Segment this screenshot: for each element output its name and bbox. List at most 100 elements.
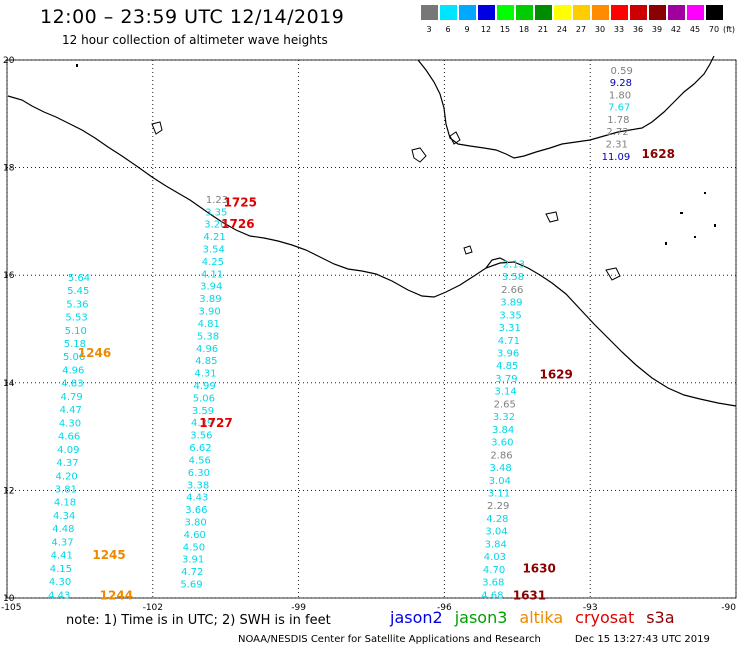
coastline-yucatan	[417, 55, 715, 159]
wave-height-value: 5.69	[180, 580, 202, 591]
lat-tick-label: 12	[3, 486, 14, 496]
legend-label: 6	[445, 25, 451, 34]
wave-height-value: 4.79	[60, 392, 82, 403]
legend-swatch	[687, 5, 704, 20]
wave-height-value: 4.28	[486, 514, 508, 525]
wave-height-value: 3.58	[502, 272, 524, 283]
satellite-altika: altika	[519, 608, 564, 627]
legend-swatch	[535, 5, 552, 20]
small-islets	[76, 64, 716, 245]
lat-tick-label: 10	[3, 594, 15, 604]
wave-height-value: 4.03	[484, 552, 506, 563]
wave-height-value: 3.68	[482, 578, 504, 589]
pass-time-label: 1727	[199, 416, 232, 430]
wave-height-value: 5.10	[65, 326, 87, 337]
island-shape	[463, 245, 473, 255]
wave-height-value: 3.20	[204, 220, 226, 231]
legend-swatch	[421, 5, 438, 20]
wave-height-value: 2.66	[501, 285, 523, 296]
wave-height-value: 2.31	[606, 140, 628, 151]
gulf-fonseca-inlet	[485, 257, 509, 269]
wave-height-value: 4.31	[194, 369, 216, 380]
lat-lon-grid	[6, 59, 737, 599]
wave-height-value: 4.47	[60, 405, 82, 416]
wave-height-value: 3.80	[184, 518, 206, 529]
wave-height-value: 3.79	[495, 374, 517, 385]
legend-label: 3	[426, 25, 432, 34]
lon-tick-label: -93	[583, 603, 598, 613]
legend-swatch	[478, 5, 495, 20]
islet	[665, 242, 667, 245]
wave-height-value: 3.94	[200, 282, 222, 293]
legend-label: 45	[689, 25, 701, 34]
wave-height-value: 5.53	[65, 313, 87, 324]
wave-height-value: 3.84	[492, 425, 514, 436]
lon-tick-label: -96	[437, 603, 452, 613]
islet	[704, 192, 706, 194]
wave-height-value: 4.43	[48, 590, 70, 601]
wave-height-value: 6.62	[189, 443, 211, 454]
wave-height-value: 3.04	[485, 527, 507, 538]
wave-height-value: 3.38	[187, 480, 209, 491]
wave-height-value: 3.35	[205, 207, 227, 218]
wave-height-value: 3.04	[489, 476, 511, 487]
islet	[680, 212, 683, 214]
legend-label: 24	[556, 25, 568, 34]
wave-height-value: 5.06	[193, 393, 215, 404]
credit-line: NOAA/NESDIS Center for Satellite Applica…	[238, 634, 710, 645]
wave-height-value: 4.71	[498, 336, 520, 347]
legend-unit: (ft)	[722, 25, 736, 34]
wave-height-value: 3.89	[199, 294, 221, 305]
legend-swatch	[630, 5, 647, 20]
wave-height-value: 4.39	[191, 418, 213, 429]
legend-label: 39	[651, 25, 663, 34]
island-shape	[545, 211, 559, 223]
wave-height-value: 3.91	[182, 555, 204, 566]
lat-tick-label: 18	[3, 164, 15, 174]
legend-swatch	[611, 5, 628, 20]
coastline	[7, 55, 737, 407]
wave-height-value: 4.68	[481, 590, 503, 601]
wave-height-value: 3.14	[494, 387, 516, 398]
coastline-mainland	[7, 95, 737, 407]
legend-swatch	[649, 5, 666, 20]
map-subtitle: 12 hour collection of altimeter wave hei…	[62, 33, 328, 47]
wave-height-value: 4.18	[54, 498, 76, 509]
wave-height-value: 4.37	[56, 458, 78, 469]
legend-label: 18	[518, 25, 530, 34]
wave-height-value: 3.54	[203, 245, 225, 256]
wave-height-value: 5.45	[67, 286, 89, 297]
wave-height-value: 2.13	[503, 259, 525, 270]
legend-label: 42	[670, 25, 682, 34]
credit-text: NOAA/NESDIS Center for Satellite Applica…	[238, 634, 541, 645]
pass-time-labels: 1725 1726 1727 1628 1629 1630 1631 1246 1245 1244	[78, 147, 675, 602]
axis-tick-labels: -105 -102 -99 -96 -93 -90 20 18 16 14 12 10	[1, 56, 736, 613]
wave-height-value: 5.36	[66, 299, 88, 310]
generated-timestamp: Dec 15 13:27:43 UTC 2019	[574, 634, 710, 645]
wave-height-value: 4.30	[49, 577, 71, 588]
wave-height-value: 0.59	[611, 66, 633, 77]
island-shape	[605, 267, 621, 281]
legend-label: 33	[613, 25, 625, 34]
legend-swatch	[592, 5, 609, 20]
wave-height-value: 3.60	[491, 438, 513, 449]
lon-tick-label: -105	[1, 603, 21, 613]
wave-height-value: 3.35	[499, 310, 521, 321]
wave-height-value: 4.83	[61, 379, 83, 390]
lat-tick-label: 14	[3, 379, 15, 389]
wave-height-value: 4.60	[184, 530, 206, 541]
legend-label: 15	[499, 25, 511, 34]
pass-time-label: 1725	[224, 196, 257, 210]
legend-label: 36	[632, 25, 644, 34]
legend-label: 12	[480, 25, 492, 34]
satellite-s3a: s3a	[646, 608, 675, 627]
islet	[714, 224, 716, 227]
lon-tick-label: -90	[721, 603, 736, 613]
legend-swatch	[554, 5, 571, 20]
pass-time-label: 1726	[221, 217, 254, 231]
island-shape	[151, 121, 163, 135]
wave-height-value: 3.89	[500, 298, 522, 309]
islet	[694, 236, 696, 238]
wave-height-value: 4.85	[195, 356, 217, 367]
satellite-cryosat: cryosat	[575, 608, 635, 627]
